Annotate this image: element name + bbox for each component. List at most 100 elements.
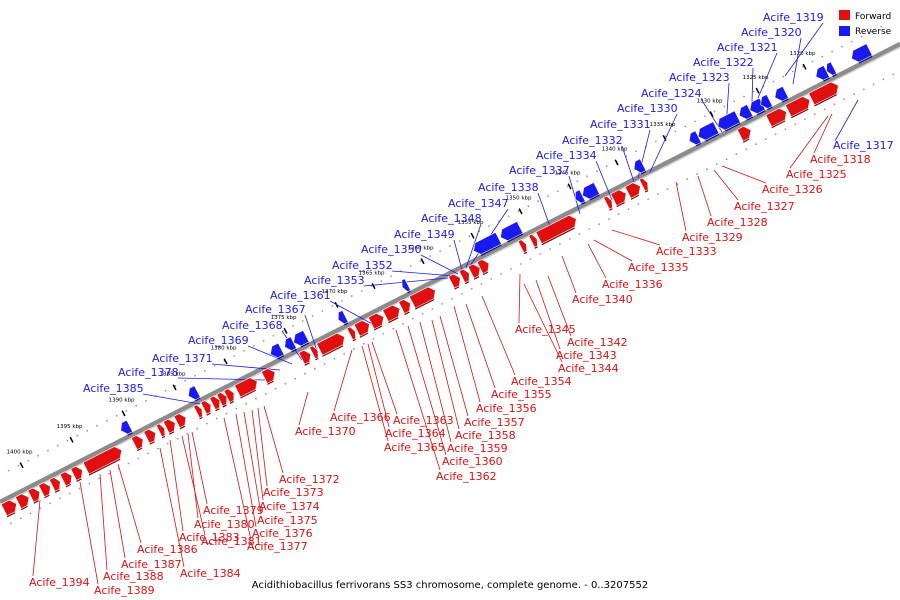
gene-shadow [791, 108, 809, 119]
scale-dot [272, 335, 275, 337]
scale-dot [696, 173, 698, 176]
scale-dot [517, 210, 520, 213]
scale-dot [225, 412, 228, 415]
scale-dot [157, 447, 159, 450]
forward-gene-arrow [14, 493, 30, 510]
gene-label-acife-1318: Acife_1318 [810, 153, 871, 166]
gene-label-acife-1361: Acife_1361 [270, 289, 331, 302]
leader-line [535, 279, 561, 350]
gene-shadow [507, 233, 524, 243]
gene-label-acife-1349: Acife_1349 [394, 228, 455, 241]
gene-label-acife-1328: Acife_1328 [707, 216, 768, 229]
gene-label-acife-1333: Acife_1333 [656, 245, 717, 258]
scale-dot [605, 165, 608, 168]
gene-labels: Acife_1319 Acife_1320 Acife_1321 Acife_1322… [29, 11, 894, 597]
gene-shadow [127, 432, 133, 436]
gene-label-acife-1386: Acife_1386 [137, 543, 198, 556]
gene-label-acife-1317: Acife_1317 [833, 139, 894, 152]
scale-dot [59, 497, 61, 500]
gene-label-acife-1321: Acife_1321 [717, 41, 778, 54]
gene-label-acife-1344: Acife_1344 [558, 362, 619, 375]
gene-label-acife-1357: Acife_1357 [464, 416, 525, 429]
scale-dot [68, 492, 71, 495]
scale-dot [627, 208, 630, 211]
scale-tick [709, 111, 714, 118]
forward-gene-arrow [0, 499, 17, 517]
gene-label-acife-1354: Acife_1354 [511, 375, 572, 388]
forward-gene-arrow [38, 482, 51, 498]
gene-shadow [240, 389, 256, 399]
scale-dot [66, 439, 69, 442]
scale-dot [706, 168, 708, 171]
scale-dot [441, 303, 444, 305]
gene-label-acife-1389: Acife_1389 [94, 584, 155, 597]
scale-dot [255, 397, 257, 400]
gene-shadow [21, 505, 28, 511]
gene-shadow [304, 362, 310, 366]
leader-line [371, 341, 398, 415]
scale-dot [184, 379, 187, 382]
forward-gene-arrow [448, 273, 461, 289]
scale-dot [235, 407, 238, 410]
reverse-gene-arrow [120, 419, 134, 435]
gene-label-acife-1383: Acife_1383 [179, 531, 240, 544]
gene-shadow [359, 332, 369, 338]
leader-line [439, 315, 469, 417]
gene-label-acife-1368: Acife_1368 [222, 319, 283, 332]
gene-label-acife-1331: Acife_1331 [590, 118, 651, 131]
leader-line [333, 349, 353, 412]
gene-label-acife-1379: Acife_1379 [203, 504, 264, 517]
scale-dot [821, 55, 824, 58]
scale-dot [853, 93, 855, 96]
reverse-gene-arrow [284, 336, 297, 352]
gene-shadow [705, 133, 720, 142]
gene-shadow [589, 194, 600, 201]
scale-dot [458, 240, 461, 243]
gene-label-acife-1365: Acife_1365 [384, 441, 445, 454]
leader-line [568, 175, 581, 215]
scale-dot [431, 308, 434, 310]
scale-dot [556, 190, 559, 193]
reverse-gene-arrow [826, 61, 838, 76]
forward-gene-arrow [398, 299, 411, 314]
scale-dot [792, 70, 794, 73]
leader-line [834, 99, 859, 142]
scale-dot [490, 278, 493, 280]
gene-label-acife-1347: Acife_1347 [448, 197, 509, 210]
scale-dot [772, 80, 775, 83]
gene-shadow [814, 94, 838, 107]
scale-tick [802, 63, 807, 70]
leader-line [757, 52, 778, 99]
scale-dot [105, 419, 108, 422]
scale-tick-label: 1340 kbp [602, 147, 628, 153]
gene-label-acife-1326: Acife_1326 [762, 183, 823, 196]
legend-forward-swatch [839, 10, 850, 20]
gene-shadow [33, 500, 39, 504]
scale-dot [47, 449, 49, 452]
gene-label-acife-1324: Acife_1324 [641, 87, 702, 100]
gene-label-acife-1343: Acife_1343 [556, 349, 617, 362]
gene-shadow [222, 404, 227, 408]
gene-label-acife-1332: Acife_1332 [562, 134, 623, 147]
scale-dot [850, 40, 853, 43]
gene-shadow [136, 447, 143, 452]
scale-tick [283, 327, 288, 334]
gene-label-acife-1373: Acife_1373 [263, 486, 324, 499]
scale-dot [578, 233, 581, 235]
leader-line [187, 433, 199, 519]
gene-shadow [644, 190, 649, 193]
scale-dot [694, 120, 696, 123]
scale-dot [86, 429, 89, 432]
scale-dot [735, 153, 738, 156]
forward-gene-arrow [309, 345, 319, 360]
gene-shadow [344, 322, 349, 326]
scale-dot [284, 382, 287, 385]
gene-shadow [179, 425, 186, 430]
legend-forward-label: Forward [855, 12, 891, 22]
scale-dot [586, 175, 588, 178]
scale-dot [343, 352, 346, 355]
scale-dot [782, 75, 785, 78]
forward-gene-arrow [765, 107, 787, 128]
scale-dot [174, 384, 177, 387]
scale-dot [703, 115, 706, 118]
